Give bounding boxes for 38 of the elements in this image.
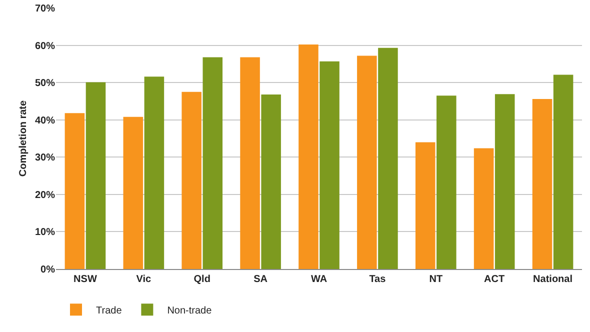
x-tick-label: Tas (369, 274, 386, 285)
legend-label: Non-trade (167, 306, 212, 316)
bar (357, 56, 377, 269)
bar (64, 113, 85, 269)
x-tick-label: WA (310, 274, 328, 285)
x-tick-label: National (533, 274, 573, 285)
y-tick-label: 0% (40, 264, 56, 276)
bar (182, 92, 202, 269)
y-tick-label: 10% (34, 227, 56, 238)
y-axis-title: Completion rate (18, 100, 29, 177)
bar (144, 76, 164, 269)
bar (298, 44, 318, 269)
bar (261, 94, 281, 269)
x-tick-label: Qld (194, 274, 210, 285)
y-tick-label: 20% (34, 190, 56, 201)
x-tick-label: Vic (136, 274, 152, 285)
bar (474, 148, 494, 269)
bar (378, 48, 398, 269)
bar (86, 82, 106, 269)
x-tick-label: NT (429, 274, 443, 285)
bar (202, 57, 223, 269)
y-tick-label: 50% (34, 78, 56, 90)
bar (320, 61, 340, 269)
bar (494, 94, 515, 269)
legend-label: Trade (96, 306, 122, 316)
bar (532, 98, 552, 269)
y-tick-label: 70% (34, 4, 56, 14)
x-tick-label: NSW (74, 274, 98, 285)
bar (436, 96, 456, 269)
bar (123, 116, 144, 269)
x-tick-label: ACT (484, 274, 505, 285)
y-tick-label: 30% (34, 152, 56, 164)
bar (240, 57, 260, 269)
x-tick-label: SA (254, 274, 268, 285)
y-tick-label: 60% (34, 40, 56, 52)
y-tick-label: 40% (34, 115, 56, 126)
bar (553, 74, 574, 269)
bar (415, 142, 436, 269)
